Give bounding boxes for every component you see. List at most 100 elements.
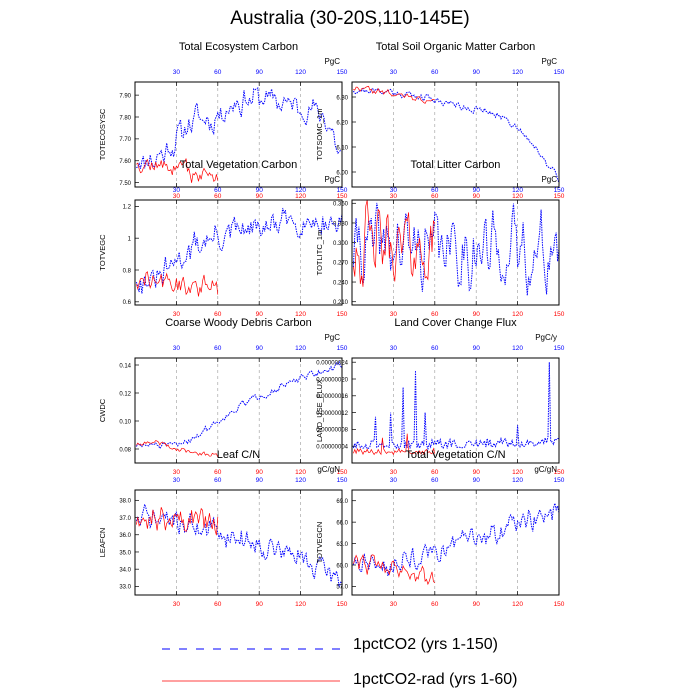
- x-tick-label-top: 120: [295, 187, 306, 194]
- x-tick-label-bottom: 90: [256, 601, 264, 608]
- x-tick-label-bottom: 90: [473, 601, 481, 608]
- y-tick-label: 35.0: [119, 550, 131, 556]
- x-tick-label-top: 60: [214, 187, 222, 194]
- x-tick-label-top: 150: [337, 477, 348, 484]
- y-axis-label: LEAFCN: [98, 528, 107, 558]
- series-line-1pctco2-rad: [353, 86, 434, 103]
- y-tick-label: 6.30: [336, 95, 348, 101]
- x-tick-label-top: 30: [173, 345, 181, 352]
- legend-label-1pctco2: 1pctCO2 (yrs 1-150): [353, 636, 498, 654]
- y-tick-label: 66.0: [336, 520, 348, 526]
- y-tick-label: 0.00000024: [316, 361, 348, 367]
- x-tick-label-top: 120: [512, 477, 523, 484]
- series-line-1pctco2: [136, 362, 342, 449]
- x-tick-label-bottom: 120: [295, 601, 306, 608]
- y-axis-label: TOTVEGC: [98, 234, 107, 271]
- x-tick-label-top: 150: [554, 345, 565, 352]
- x-tick-label-top: 90: [473, 477, 481, 484]
- x-tick-label-bottom: 120: [512, 469, 523, 476]
- series-line-1pctco2: [136, 88, 342, 169]
- x-tick-label-bottom: 150: [554, 601, 565, 608]
- series-line-1pctco2-rad: [136, 441, 217, 458]
- y-tick-label: 0.270: [333, 261, 349, 267]
- x-tick-label-top: 30: [390, 187, 398, 194]
- panel-title: Total Vegetation Carbon: [180, 159, 297, 171]
- y-tick-label: 0.300: [333, 241, 349, 247]
- x-tick-label-bottom: 60: [431, 193, 439, 200]
- x-tick-label-bottom: 30: [173, 193, 181, 200]
- y-tick-label: 0.6: [123, 300, 132, 306]
- plot-frame: [352, 82, 559, 187]
- x-tick-label-top: 150: [337, 187, 348, 194]
- panel-title: Total Ecosystem Carbon: [179, 41, 298, 53]
- unit-label: PgC: [541, 175, 557, 184]
- y-axis-label: LAND_USE_FLUX: [315, 379, 324, 442]
- x-tick-label-top: 120: [295, 477, 306, 484]
- y-tick-label: 0.360: [333, 202, 349, 208]
- y-tick-label: 57.0: [336, 585, 348, 591]
- x-tick-label-top: 150: [337, 345, 348, 352]
- x-tick-label-top: 150: [554, 69, 565, 76]
- y-tick-label: 0.330: [333, 221, 349, 227]
- y-tick-label: 36.0: [119, 533, 131, 539]
- x-tick-label-top: 60: [431, 187, 439, 194]
- y-tick-label: 33.0: [119, 585, 131, 591]
- x-tick-label-bottom: 90: [256, 193, 264, 200]
- unit-label: PgC: [324, 57, 340, 66]
- y-tick-label: 1: [128, 236, 132, 242]
- x-tick-label-top: 30: [390, 477, 398, 484]
- y-tick-label: 1.2: [123, 205, 132, 211]
- x-tick-label-top: 90: [256, 345, 264, 352]
- x-tick-label-top: 120: [512, 187, 523, 194]
- y-tick-label: 0.14: [119, 363, 131, 369]
- y-tick-label: 0.08: [119, 447, 131, 453]
- unit-label: gC/gN: [534, 465, 557, 474]
- x-tick-label-bottom: 90: [473, 469, 481, 476]
- x-tick-label-bottom: 30: [390, 193, 398, 200]
- x-tick-label-top: 120: [295, 69, 306, 76]
- y-tick-label: 7.70: [119, 137, 131, 143]
- x-tick-label-top: 30: [390, 345, 398, 352]
- y-tick-label: 7.90: [119, 93, 131, 99]
- x-tick-label-bottom: 120: [295, 193, 306, 200]
- series-line-1pctco2: [136, 504, 342, 587]
- y-tick-label: 0.10: [119, 419, 131, 425]
- plot-frame: [135, 358, 342, 463]
- series-line-1pctco2-rad: [136, 272, 217, 297]
- x-tick-label-bottom: 30: [390, 601, 398, 608]
- y-tick-label: 0.240: [333, 280, 349, 286]
- x-tick-label-top: 90: [256, 69, 264, 76]
- x-tick-label-top: 30: [173, 477, 181, 484]
- x-tick-label-bottom: 150: [337, 311, 348, 318]
- y-tick-label: 0.12: [119, 391, 131, 397]
- x-tick-label-bottom: 120: [512, 193, 523, 200]
- x-tick-label-bottom: 60: [214, 469, 222, 476]
- y-axis-label: CWDC: [98, 398, 107, 422]
- x-tick-label-bottom: 90: [256, 469, 264, 476]
- y-tick-label: 0.00000004: [316, 445, 348, 451]
- unit-label: PgC: [324, 175, 340, 184]
- x-tick-label-top: 120: [512, 69, 523, 76]
- y-tick-label: 34.0: [119, 567, 131, 573]
- y-axis-label: TOTSOMC_1m: [315, 109, 324, 161]
- plot-frame: [135, 490, 342, 595]
- unit-label: PgC: [541, 57, 557, 66]
- x-tick-label-bottom: 30: [173, 601, 181, 608]
- x-tick-label-top: 150: [554, 187, 565, 194]
- x-tick-label-bottom: 150: [337, 193, 348, 200]
- plot-frame: [135, 200, 342, 305]
- legend-label-1pctco2-rad: 1pctCO2-rad (yrs 1-60): [353, 671, 518, 689]
- y-tick-label: 6.10: [336, 145, 348, 151]
- x-tick-label-top: 60: [431, 69, 439, 76]
- x-tick-label-top: 60: [431, 345, 439, 352]
- y-axis-label: TOTVEGCN: [315, 522, 324, 564]
- x-tick-label-bottom: 60: [214, 193, 222, 200]
- x-tick-label-bottom: 60: [214, 601, 222, 608]
- x-tick-label-bottom: 120: [295, 469, 306, 476]
- x-tick-label-top: 120: [295, 345, 306, 352]
- series-line-1pctco2: [353, 203, 559, 296]
- y-tick-label: 0.210: [333, 300, 349, 306]
- panel-1: Total Ecosystem CarbonPgC303060609090120…: [98, 41, 348, 200]
- x-tick-label-top: 60: [214, 69, 222, 76]
